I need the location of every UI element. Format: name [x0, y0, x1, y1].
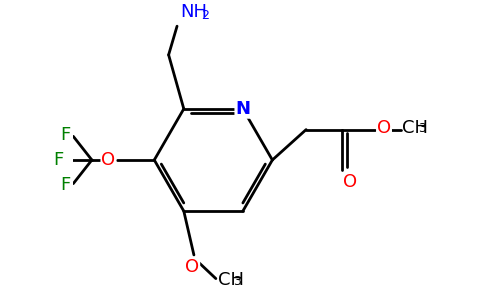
Text: O: O [185, 258, 199, 276]
Text: 3: 3 [233, 275, 242, 288]
Text: N: N [235, 100, 250, 118]
Text: NH: NH [181, 3, 208, 21]
Text: O: O [101, 151, 116, 169]
Text: O: O [343, 173, 357, 191]
Text: 2: 2 [201, 9, 210, 22]
Text: F: F [60, 126, 71, 144]
Text: O: O [377, 119, 391, 137]
Text: 3: 3 [419, 122, 426, 135]
Text: F: F [54, 151, 64, 169]
Text: CH: CH [402, 119, 428, 137]
Text: F: F [60, 176, 71, 194]
Text: CH: CH [217, 271, 243, 289]
